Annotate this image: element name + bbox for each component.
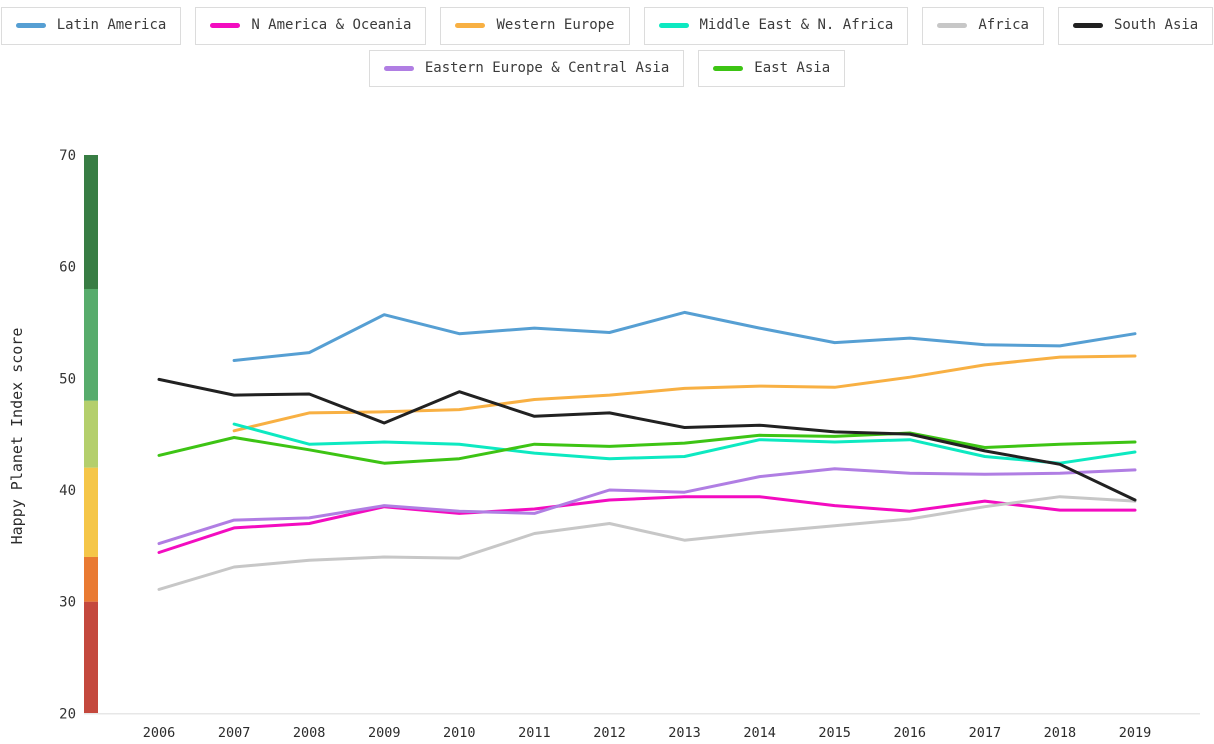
series-line-eastern-europe-central-asia [157,467,1137,546]
x-tick-label: 2015 [818,725,851,741]
legend-swatch-icon [937,23,968,29]
score-band-42-48 [84,400,98,468]
legend-swatch-icon [383,65,414,71]
x-tick-label: 2017 [969,725,1002,741]
x-tick-label: 2009 [368,725,401,741]
series-line-east-asia [157,431,1137,465]
score-band-58-70 [84,155,98,289]
score-band-20-30 [84,601,98,714]
legend-label: N America & Oceania [251,17,412,33]
x-tick-label: 2012 [593,725,626,741]
series-line-western-europe [232,354,1137,433]
legend-swatch-icon [713,65,744,71]
legend-label: Africa [978,17,1029,33]
series-line-middle-east-n-africa [232,422,1137,465]
legend-label: East Asia [754,59,831,76]
legend-swatch-icon [658,23,689,29]
legend-swatch-icon [210,23,241,29]
chart-legend: Latin America N America & Oceania Western … [0,7,1214,88]
x-tick-label: 2011 [518,725,551,741]
legend-item-latin-america[interactable]: Latin America [0,7,182,45]
x-tick-label: 2014 [743,725,776,741]
x-tick-label: 2016 [894,725,927,741]
x-tick-label: 2008 [293,725,326,741]
legend-row-1: Latin America N America & Oceania Western … [0,7,1214,45]
series-line-south-asia [157,377,1137,502]
legend-item-eastern-europe-central-asia[interactable]: Eastern Europe & Central Asia [368,49,685,88]
legend-label: South Asia [1113,17,1199,33]
legend-swatch-icon [1072,23,1103,29]
legend-item-middle-east-n-africa[interactable]: Middle East & N. Africa [643,7,909,45]
series-line-africa [157,495,1137,591]
legend-label: Eastern Europe & Central Asia [424,59,670,76]
legend-item-south-asia[interactable]: South Asia [1057,7,1214,45]
series-line-latin-america [232,310,1137,362]
y-tick-label: 60 [59,260,76,276]
score-band-34-42 [84,467,98,557]
legend-item-africa[interactable]: Africa [922,7,1044,45]
legend-label: Western Europe [496,17,615,33]
legend-item-western-europe[interactable]: Western Europe [440,7,630,45]
legend-item-east-asia[interactable]: East Asia [698,49,846,88]
y-tick-label: 30 [59,595,76,611]
y-tick-label: 20 [59,706,76,722]
y-tick-label: 50 [59,371,76,387]
legend-label: Latin America [56,17,167,33]
x-tick-label: 2018 [1044,725,1077,741]
y-tick-label: 70 [59,148,76,164]
legend-swatch-icon [455,23,486,29]
score-band-30-34 [84,556,98,602]
score-band-48-58 [84,288,98,401]
y-axis-title: Happy Planet Index score [8,327,26,545]
legend-swatch-icon [15,23,46,29]
legend-item-n-america-oceania[interactable]: N America & Oceania [195,7,427,45]
x-tick-label: 2019 [1119,725,1152,741]
series-line-n-america-oceania [157,495,1137,554]
x-tick-label: 2006 [143,725,176,741]
legend-label: Middle East & N. Africa [699,17,894,33]
x-tick-label: 2010 [443,725,476,741]
legend-row-2: Eastern Europe & Central Asia East Asia [368,49,846,88]
x-tick-label: 2013 [668,725,701,741]
y-tick-label: 40 [59,483,76,499]
x-tick-label: 2007 [218,725,251,741]
